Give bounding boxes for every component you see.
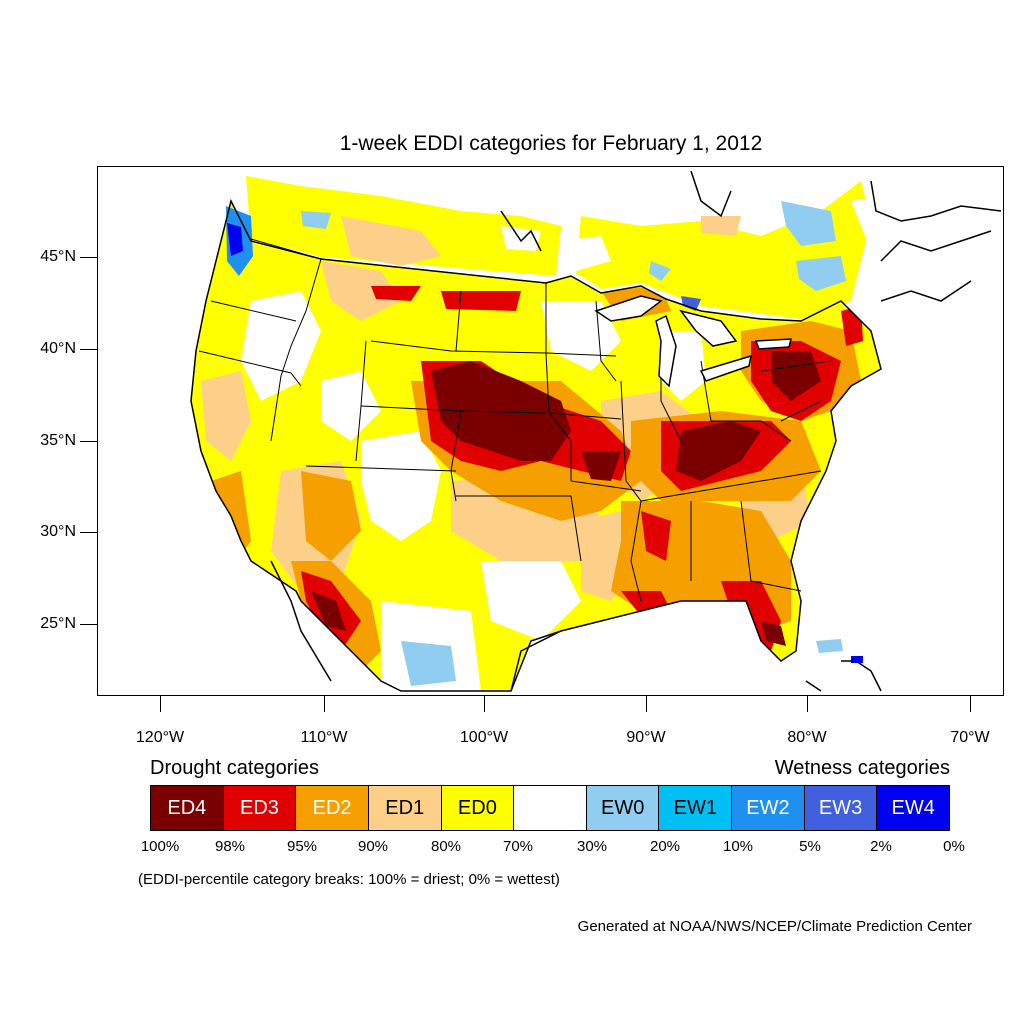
legend-label-ed4: ED4 [167,796,207,819]
legend-swatch-ew0: EW0 [586,786,660,830]
neighbor-coastlines [270,170,1002,692]
pct-break-100: 100% [140,838,180,855]
legend-swatch-ew3: EW3 [804,786,878,830]
legend-label-ew2: EW2 [746,796,790,819]
pct-break-70: 70% [502,838,534,855]
lon-label-80w: 80°W [787,729,827,746]
map-title: 1-week EDDI categories for February 1, 2… [339,132,763,155]
pct-break-98: 98% [214,838,246,855]
wet-patch-caribbean [816,639,863,663]
legend-swatch-ew1: EW1 [659,786,733,830]
lon-label-70w: 70°W [950,729,990,746]
legend-swatch-ed2: ED2 [296,786,369,830]
lon-tick-110w [324,696,325,712]
legend-swatch-ed0: ED0 [441,786,515,830]
lon-tick-120w [160,696,161,712]
pct-break-95: 95% [286,838,318,855]
legend-swatch-ed1: ED1 [368,786,442,830]
lat-tick-30n [80,532,97,533]
canada-fringe-layer [246,176,896,319]
pct-break-90: 90% [357,838,389,855]
lon-tick-70w [970,696,971,712]
lat-label-40n: 40°N [40,340,76,357]
lat-label-25n: 25°N [40,615,76,632]
legend-swatch-ew4: EW4 [877,786,950,830]
lat-tick-25n [80,624,97,625]
lon-tick-90w [646,696,647,712]
great-lakes [594,295,792,388]
drought-categories-heading: Drought categories [150,757,319,779]
legend-label-ed3: ED3 [240,796,279,819]
wetness-categories-heading: Wetness categories [774,757,950,779]
lat-tick-45n [80,257,97,258]
legend-label-ed0: ED0 [457,796,497,819]
legend-label-ew3: EW3 [818,796,863,819]
pct-break-20: 20% [649,838,681,855]
pct-break-80: 80% [430,838,462,855]
pct-break-10: 10% [722,838,754,855]
legend-label-ew0: EW0 [600,796,645,819]
lat-tick-35n [80,441,97,442]
lat-label-35n: 35°N [40,432,76,449]
wet-patch-northwest [226,206,253,276]
pct-break-2: 2% [870,838,892,855]
legend-swatch-ed3: ED3 [223,786,297,830]
pct-break-5: 5% [799,838,821,855]
pct-break-0: 0% [943,838,965,855]
legend-swatch-normal [514,786,587,830]
eddi-category-layers [201,261,863,691]
legend-label-ed1: ED1 [385,796,425,819]
legend-label-ew4: EW4 [891,796,935,819]
eddi-map [97,166,1004,696]
pct-break-30: 30% [576,838,608,855]
legend-swatch-ew2: EW2 [732,786,805,830]
lon-tick-100w [484,696,485,712]
conus-outline [190,198,882,692]
legend-label-ew1: EW1 [673,796,717,819]
legend-label-ed2: ED2 [312,796,352,819]
category-legend-bar: ED4 ED3 ED2 ED1 ED0 EW0 EW1 EW2 EW3 EW4 [150,785,950,831]
lon-label-110w: 110°W [300,729,348,746]
lon-label-120w: 120°W [135,729,185,746]
lon-tick-80w [807,696,808,712]
category-breaks-note: (EDDI-percentile category breaks: 100% =… [138,871,560,888]
lon-label-100w: 100°W [459,729,509,746]
lon-label-90w: 90°W [626,729,666,746]
lat-label-30n: 30°N [40,523,76,540]
lat-label-45n: 45°N [40,248,76,265]
credit-line: Generated at NOAA/NWS/NCEP/Climate Predi… [577,918,972,935]
lat-tick-40n [80,349,97,350]
legend-swatch-ed4: ED4 [151,786,224,830]
